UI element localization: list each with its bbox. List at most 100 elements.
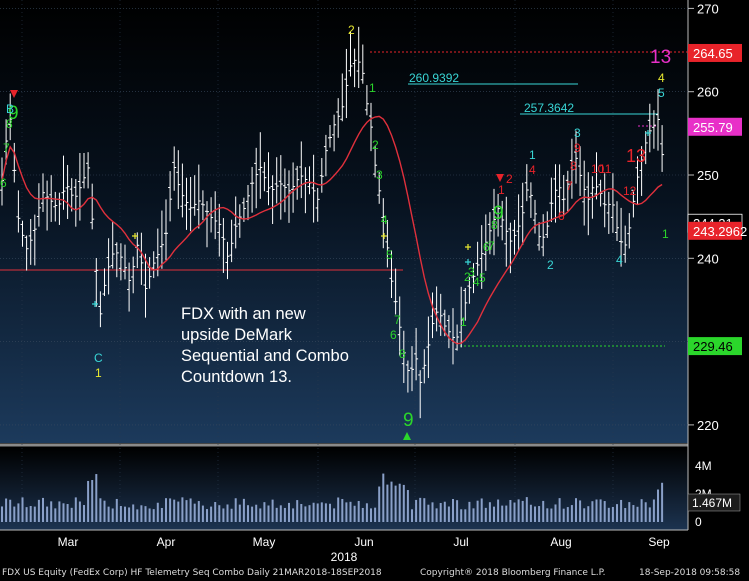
volume-bar	[37, 499, 40, 522]
price-bar	[262, 162, 267, 192]
volume-bar	[411, 509, 413, 522]
price-bar	[45, 180, 50, 231]
seq-5-label: 5	[386, 248, 393, 262]
volume-panel	[0, 447, 688, 530]
price-bar	[635, 156, 640, 205]
volume-bar	[566, 507, 569, 522]
volume-bar	[361, 507, 364, 522]
volume-bar	[546, 508, 549, 522]
x-tick-label: Jun	[354, 535, 373, 549]
volume-bar	[206, 509, 208, 522]
volume-bar	[165, 498, 167, 522]
price-bar	[106, 238, 111, 295]
volume-bar	[460, 509, 463, 522]
volume-bar	[201, 505, 204, 522]
footer-bar: FDX US Equity (FedEx Corp) HF Telemetry …	[0, 566, 749, 581]
price-bar	[569, 138, 574, 199]
price-bar	[205, 201, 209, 248]
y-tick-label: 250	[697, 168, 719, 183]
price-bar	[660, 125, 665, 172]
price-tag: 264.65	[688, 43, 742, 62]
cyan-two-label: 2	[547, 258, 554, 272]
price-bar	[86, 152, 91, 189]
price-bar	[319, 158, 324, 193]
x-tick-label: Aug	[550, 535, 571, 549]
volume-bar	[128, 507, 131, 522]
price-bar	[114, 242, 119, 278]
price-bar	[541, 214, 546, 257]
volume-bar	[550, 508, 553, 522]
price-bar	[623, 225, 628, 263]
volume-bar	[103, 500, 106, 522]
volume-bar	[185, 500, 188, 522]
price-bar	[16, 190, 21, 233]
x-axis-labels: Mar Apr May Jun Jul Aug Sep 2018	[58, 535, 670, 564]
price-bar	[393, 268, 398, 315]
volume-bar	[603, 501, 606, 522]
price-bar	[94, 257, 99, 307]
x-tick-label: Jul	[453, 535, 468, 549]
volume-bar	[484, 507, 487, 522]
volume-bar	[78, 501, 81, 522]
volume-bar	[447, 506, 450, 522]
volume-bar	[345, 502, 348, 522]
volume-bar	[406, 490, 409, 522]
x-tick-label: Sep	[648, 535, 670, 549]
price-bar	[127, 262, 132, 312]
volume-bar	[62, 503, 65, 522]
price-bar	[496, 193, 501, 237]
price-bar	[295, 165, 300, 200]
volume-bar	[579, 500, 582, 522]
volume-bar	[95, 474, 98, 522]
volume-bar	[21, 497, 24, 522]
volume-bar	[456, 500, 459, 522]
price-bar	[143, 253, 148, 318]
price-bar	[12, 142, 17, 183]
yellow-one-label: 1	[95, 366, 102, 380]
price-bar	[332, 114, 337, 152]
volume-bar	[132, 504, 135, 522]
volume-bar	[50, 501, 53, 522]
volume-bar	[54, 508, 57, 522]
price-bar	[643, 131, 648, 165]
volume-bar	[316, 503, 319, 522]
price-bar	[524, 164, 529, 202]
price-tag-label: 229.46	[693, 339, 733, 354]
volume-bar	[234, 498, 237, 522]
volume-bar	[312, 502, 315, 522]
volume-bar	[247, 505, 249, 522]
volume-bar	[189, 498, 192, 522]
price-bar	[381, 198, 386, 249]
volume-bar	[329, 503, 331, 522]
volume-bar	[476, 500, 479, 522]
volume-bar	[99, 498, 102, 522]
footer-timestamp: 18-Sep-2018 09:58:58	[639, 568, 741, 578]
volume-bar	[230, 508, 233, 522]
price-bar	[397, 296, 402, 356]
price-bar	[172, 146, 177, 191]
volume-bar	[505, 505, 508, 522]
volume-bar	[497, 499, 500, 522]
price-bar	[323, 134, 328, 177]
price-bar	[553, 164, 558, 223]
price-bar	[176, 150, 181, 210]
price-tag-label: 255.79	[693, 120, 733, 135]
up-3-label: 3	[468, 265, 475, 279]
price-tag-box	[688, 221, 742, 240]
volume-bar	[521, 500, 524, 522]
volume-bar	[177, 501, 180, 522]
cyan-one-label: 1	[529, 148, 536, 162]
price-bar	[77, 153, 82, 221]
price-bar	[266, 152, 271, 206]
price-bar	[246, 185, 250, 221]
price-bar	[184, 177, 189, 230]
seq-7-label: 7	[394, 313, 401, 327]
price-bar	[336, 98, 341, 138]
volume-bar	[591, 501, 594, 522]
price-bar	[123, 244, 127, 280]
y-tick-label: 260	[697, 85, 719, 100]
yellow-four-label: 4	[658, 71, 665, 85]
price-bar	[159, 210, 164, 269]
volume-bar	[468, 501, 471, 522]
volume-bar	[263, 502, 266, 522]
